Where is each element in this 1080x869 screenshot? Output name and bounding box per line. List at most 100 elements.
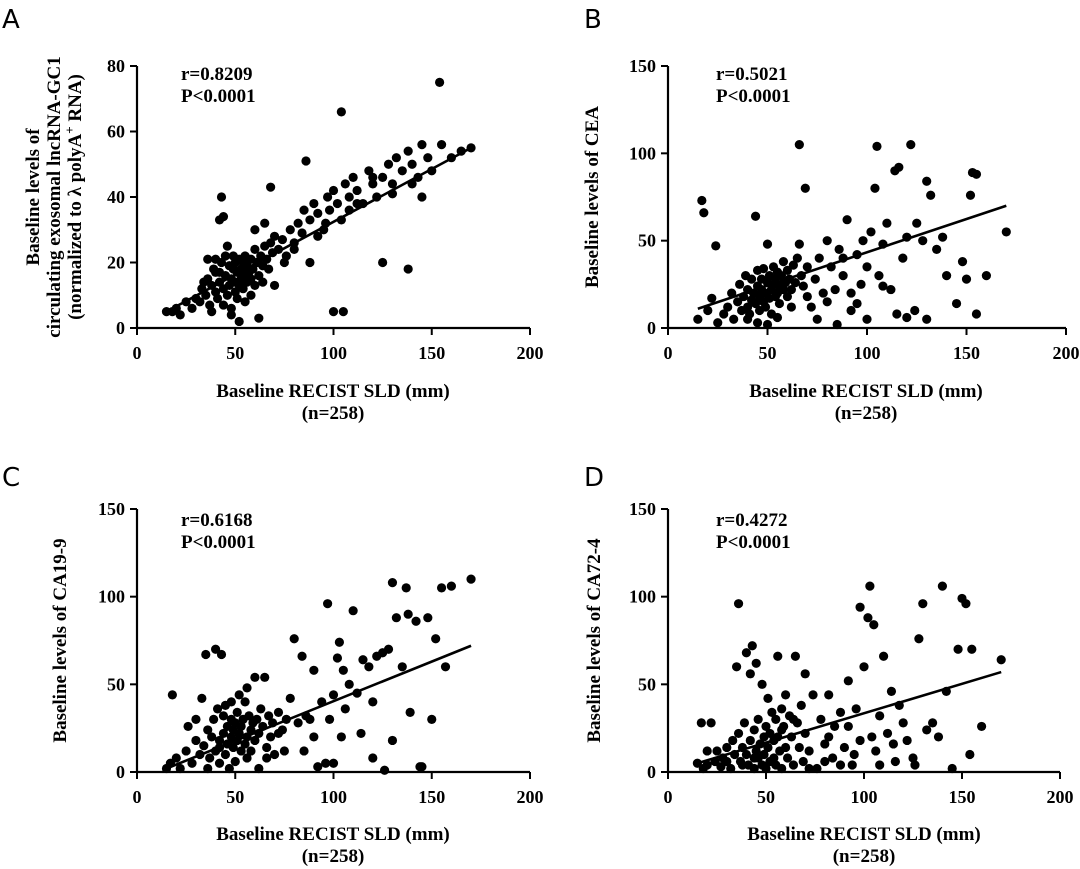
data-point [702,746,712,756]
data-point [289,244,299,254]
data-point [207,307,217,317]
data-point [794,140,804,150]
data-point [788,760,799,770]
data-point [808,690,818,700]
x-tick-label: 0 [133,787,142,807]
data-point [309,732,319,742]
data-point [910,305,920,316]
data-point [971,169,982,179]
data-point [786,284,796,295]
chart-panel-c: C 0 50 100 150 200 0 50 100 150 Baseline RECIST SL… [2,463,544,867]
data-point [716,762,726,772]
data-point [440,662,451,672]
data-point [218,711,229,721]
data-point [699,208,709,218]
data-point [928,718,938,728]
data-point [187,758,197,768]
data-point [863,613,873,623]
data-point [293,718,303,728]
p-value: P<0.0001 [181,532,256,553]
data-point [796,700,806,710]
data-point [427,714,437,725]
data-point [874,271,884,281]
data-point [260,672,270,682]
data-point [961,274,972,284]
data-point [216,649,227,660]
data-point [232,293,242,304]
data-point [800,183,810,193]
data-point [203,254,213,264]
data-point [822,297,832,307]
data-point [368,697,378,707]
data-point [446,581,456,591]
data-point [706,718,716,728]
x-tick-label: 200 [1053,343,1080,363]
data-point [387,179,398,189]
data-point [767,707,777,717]
data-point [266,182,276,192]
data-point [693,314,703,324]
data-point [201,649,211,660]
data-point [723,302,733,312]
data-point [250,735,260,746]
data-point [971,309,982,319]
x-axis-title: Baseline RECIST SLD (mm) [216,824,449,845]
data-point [788,260,798,270]
y-tick-label: 80 [107,56,125,76]
data-point [851,704,861,714]
data-point [839,742,850,753]
data-point [203,725,213,735]
data-point [750,211,761,221]
data-point [692,758,703,768]
data-point [246,746,256,756]
data-point [211,644,221,654]
data-point [781,690,791,700]
x-tick-label: 100 [320,343,347,363]
data-point [183,721,193,732]
data-point [733,728,744,739]
data-point [364,662,374,672]
data-point [908,753,918,763]
data-point [279,746,289,756]
data-point [403,146,413,156]
data-point [240,297,250,307]
data-point [258,277,268,287]
x-tick-label: 50 [226,787,244,807]
data-point [328,307,339,317]
data-point [222,241,232,251]
data-point [914,634,924,644]
data-point [216,192,227,202]
data-point [875,711,885,721]
data-point [297,651,307,661]
data-point [269,231,280,241]
data-point [763,742,773,753]
data-point [273,728,284,739]
data-point [802,262,812,272]
data-point [886,284,896,295]
data-point [758,264,769,274]
data-point [266,732,276,742]
correlation-r: r=0.5021 [716,64,788,85]
data-point [324,714,335,725]
data-point [753,714,763,725]
chart-panel-d: D 0 50 100 150 200 0 50 100 150 Baseline RECIST SL… [584,463,1074,867]
x-tick-label: 150 [418,343,445,363]
data-point [816,714,826,725]
y-axis-title: (normalized to λ polyA+ RNA) [62,74,86,320]
data-point [790,651,801,661]
data-point [859,662,869,672]
data-point [431,634,441,644]
data-point [240,697,250,707]
data-point [197,693,207,703]
data-point [867,732,877,742]
data-point [745,735,755,746]
data-point [313,762,323,772]
y-tick-label: 100 [629,143,656,163]
data-point [777,704,787,714]
data-point [383,644,394,654]
x-axis-title: Baseline RECIST SLD (mm) [749,381,982,402]
data-point [818,288,828,298]
x-tick-label: 0 [664,787,673,807]
data-point [762,239,773,249]
data-point [289,634,299,644]
